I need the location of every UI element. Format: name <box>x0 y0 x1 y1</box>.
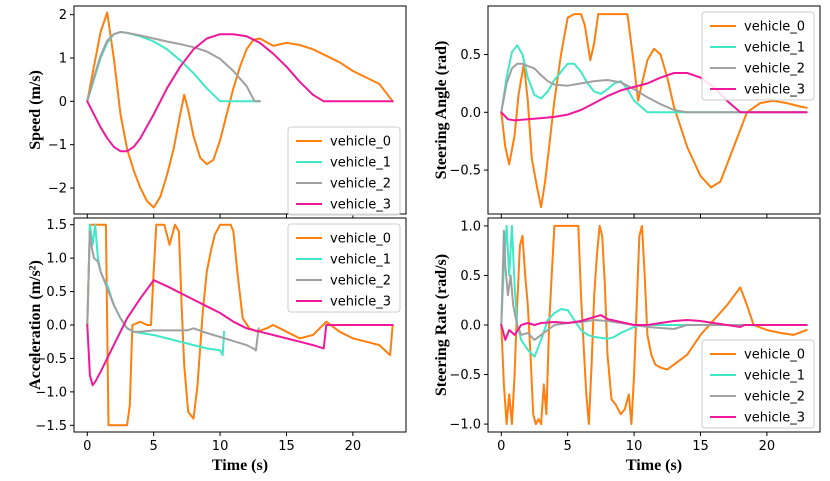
steer-rate-legend-label: vehicle_2 <box>744 390 805 405</box>
steer-angle-line-vehicle-2 <box>500 62 808 114</box>
acceleration-ytick-label: −1.0 <box>35 385 67 400</box>
acceleration-line-vehicle-3 <box>86 279 394 387</box>
acceleration-ylabel: Acceleration (m/s²) <box>27 260 44 390</box>
steer-angle-ylabel: Steering Angle (rad) <box>433 41 450 180</box>
speed-ytick-label: −1 <box>48 138 67 153</box>
steer-rate-xtick-label: 0 <box>497 439 505 454</box>
steer-angle-legend-label: vehicle_2 <box>744 62 805 77</box>
steer-angle-legend: vehicle_0 vehicle_1 vehicle_2 vehicle_3 <box>701 11 815 101</box>
steer-angle-line-vehicle-0 <box>500 13 808 209</box>
speed-axes-frame <box>73 5 407 215</box>
acceleration-xlabel: Time (s) <box>212 457 268 474</box>
speed-ytick-label: 1 <box>59 52 67 67</box>
speed-ytick-label: −2 <box>48 182 67 197</box>
steer-rate-line-vehicle-2 <box>500 229 808 341</box>
steer-rate-xlabel: Time (s) <box>626 457 682 474</box>
speed-legend-label: vehicle_2 <box>330 177 391 192</box>
steer-rate-line-vehicle-3 <box>500 314 808 341</box>
speed-legend-label: vehicle_0 <box>330 135 391 150</box>
steer-rate-ytick-label: −0.5 <box>449 368 481 383</box>
acceleration-legend-label: vehicle_3 <box>330 295 391 310</box>
panel-steer-rate: −1.0 −0.5 0.0 0.5 1.0 0 5 10 15 20 Steering Rate (… <box>433 217 821 474</box>
acceleration-ytick-label: 0.0 <box>46 319 67 334</box>
acceleration-legend-label: vehicle_2 <box>330 274 391 289</box>
steer-angle-axes-frame <box>487 5 821 215</box>
steer-rate-legend: vehicle_0 vehicle_1 vehicle_2 vehicle_3 <box>701 339 815 429</box>
speed-ylabel: Speed (m/s) <box>27 70 44 150</box>
steer-rate-ytick-label: 0.0 <box>460 319 481 334</box>
acceleration-legend-label: vehicle_0 <box>330 232 391 247</box>
speed-line-vehicle-0 <box>86 11 394 209</box>
steer-angle-ytick-label: 0.5 <box>460 48 481 63</box>
steer-rate-legend-label: vehicle_1 <box>744 369 805 384</box>
acceleration-xtick-label: 20 <box>345 439 362 454</box>
steer-rate-ylabel: Steering Rate (rad/s) <box>433 254 450 396</box>
speed-ytick-label: 2 <box>59 8 67 23</box>
acceleration-ytick-label: 0.5 <box>46 285 67 300</box>
steer-rate-ytick-label: 0.5 <box>460 269 481 284</box>
steer-angle-legend-label: vehicle_1 <box>744 41 805 56</box>
speed-line-vehicle-3 <box>86 33 394 153</box>
acceleration-xtick-label: 10 <box>212 439 229 454</box>
steer-rate-xtick-label: 20 <box>759 439 776 454</box>
speed-legend-label: vehicle_3 <box>330 198 391 213</box>
steer-rate-ytick-label: −1.0 <box>449 418 481 433</box>
acceleration-xtick-label: 0 <box>83 439 91 454</box>
steer-rate-xtick-label: 5 <box>564 439 572 454</box>
steer-rate-line-vehicle-0 <box>500 224 808 426</box>
steer-angle-ytick-label: −0.5 <box>449 164 481 179</box>
speed-legend: vehicle_0 vehicle_1 vehicle_2 vehicle_3 <box>287 126 401 216</box>
steer-rate-line-vehicle-1 <box>500 224 808 358</box>
acceleration-line-vehicle-0 <box>86 223 394 427</box>
acceleration-legend-label: vehicle_1 <box>330 253 391 268</box>
acceleration-xtick-label: 15 <box>278 439 295 454</box>
steer-angle-ytick-label: 0.0 <box>460 106 481 121</box>
acceleration-ytick-label: 1.5 <box>46 218 67 233</box>
steer-angle-legend-label: vehicle_3 <box>744 83 805 98</box>
steer-rate-ytick-label: 1.0 <box>460 219 481 234</box>
steer-rate-legend-label: vehicle_0 <box>744 348 805 363</box>
speed-line-vehicle-2 <box>86 31 261 103</box>
speed-legend-label: vehicle_1 <box>330 156 391 171</box>
steer-rate-xtick-label: 15 <box>692 439 709 454</box>
acceleration-ytick-label: 1.0 <box>46 252 67 267</box>
steer-rate-xtick-label: 10 <box>626 439 643 454</box>
acceleration-legend: vehicle_0 vehicle_1 vehicle_2 vehicle_3 <box>287 223 401 313</box>
acceleration-ytick-label: −0.5 <box>35 352 67 367</box>
steer-angle-legend-label: vehicle_0 <box>744 20 805 35</box>
acceleration-ytick-label: −1.5 <box>35 419 67 434</box>
steer-rate-legend-label: vehicle_3 <box>744 411 805 426</box>
panel-acceleration: −1.5 −1.0 −0.5 0.0 0.5 1.0 1.5 0 5 10 15 20 Accelera… <box>27 217 407 474</box>
speed-ytick-label: 0 <box>59 95 67 110</box>
acceleration-xtick-label: 5 <box>150 439 158 454</box>
acceleration-line-vehicle-2 <box>86 230 260 352</box>
